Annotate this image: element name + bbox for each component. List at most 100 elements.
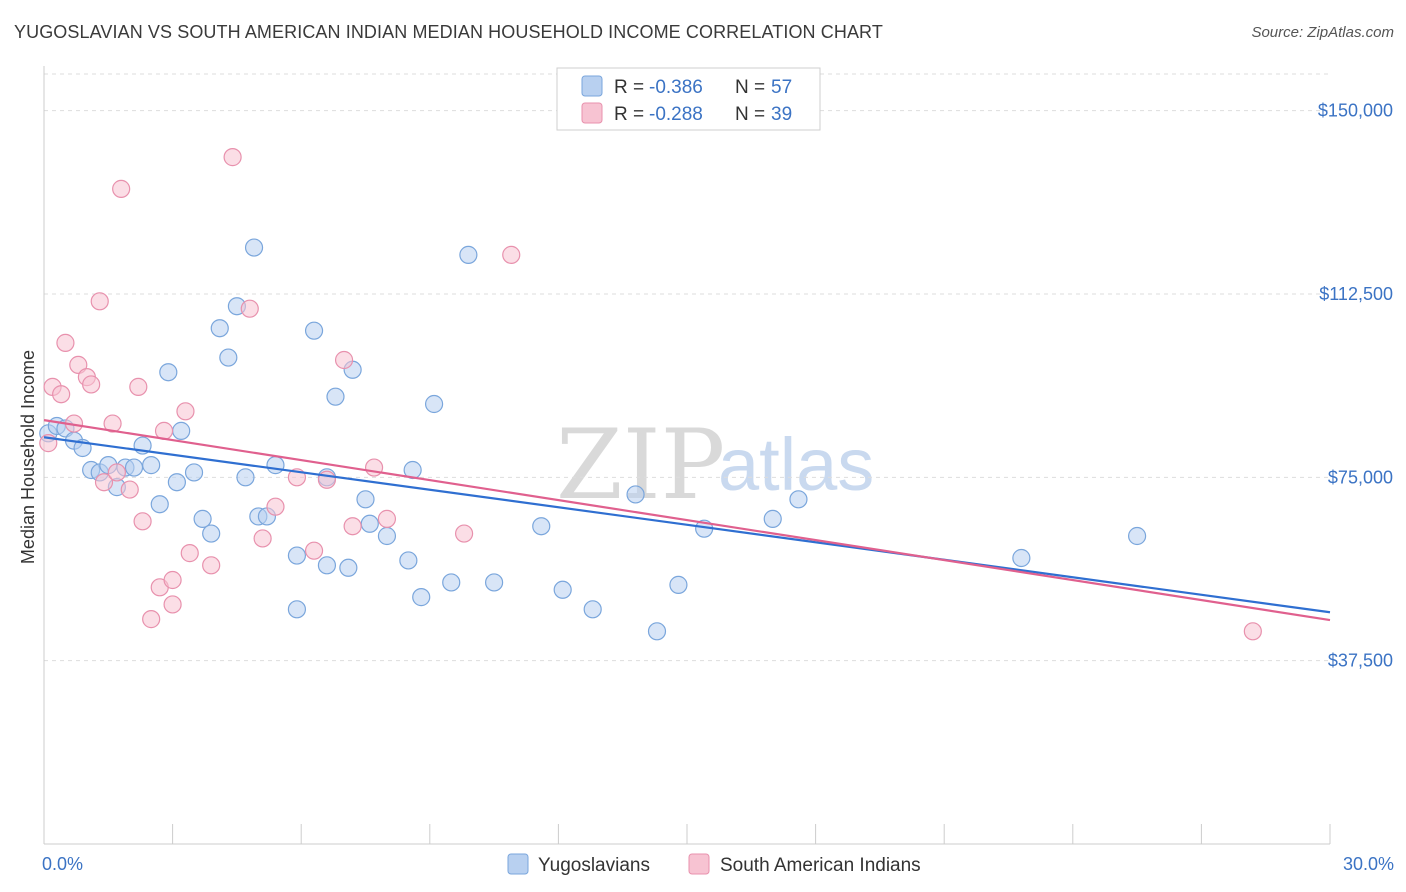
legend-label-yugoslavians: Yugoslavians [538, 855, 650, 876]
yugoslavian-point-49 [626, 485, 645, 504]
south-american-indian-point-32 [343, 517, 362, 536]
south-american-indian-point-34 [377, 509, 397, 528]
south-american-indian-point-22 [180, 544, 199, 563]
axes [43, 66, 1331, 845]
south-american-indian-point-11 [107, 463, 126, 482]
yugoslavian-point-13 [150, 495, 169, 514]
yugoslavian-point-47 [553, 580, 572, 599]
yugoslavian-point-46 [532, 517, 551, 536]
series-south-american-indians [39, 148, 1262, 641]
south-american-indian-point-14 [129, 377, 148, 396]
stats-legend-n-label-1: N = [735, 77, 765, 98]
yugoslavian-point-23 [236, 468, 255, 487]
yugoslavian-point-24 [244, 238, 264, 257]
south-american-indian-point-15 [133, 512, 152, 531]
stats-legend-r-value-2: -0.288 [649, 104, 703, 125]
legend-swatch-south-american-indians [688, 853, 710, 875]
yugoslavian-point-48 [583, 600, 602, 619]
south-american-indian-point-26 [253, 529, 272, 548]
yugoslavian-point-53 [763, 509, 782, 528]
yugoslavian-point-18 [193, 509, 212, 528]
stats-legend-swatch-blue [581, 75, 603, 97]
south-american-indian-point-20 [163, 595, 182, 614]
yugoslavian-point-16 [172, 421, 191, 440]
yugoslavian-point-28 [287, 546, 307, 565]
yugoslavian-point-14 [159, 363, 178, 382]
yugoslavian-point-39 [399, 551, 418, 570]
yugoslavian-point-55 [1012, 548, 1031, 568]
y-axis-label: Median Household Income [18, 350, 38, 564]
south-american-indian-point-3 [56, 333, 75, 352]
south-american-indian-trend-line [43, 419, 1331, 622]
watermark: ZIP atlas [556, 409, 874, 521]
yugoslavian-point-30 [304, 321, 324, 340]
stats-legend-r-label-1: R = [614, 77, 644, 98]
yugoslavian-point-17 [184, 463, 204, 482]
yugoslavian-point-38 [377, 526, 397, 546]
y-tick-label-0: $37,500 [1328, 651, 1393, 671]
south-american-indian-point-8 [90, 292, 109, 311]
south-american-indian-point-19 [163, 570, 182, 590]
yugoslavian-point-42 [424, 394, 444, 414]
yugoslavian-point-27 [266, 456, 285, 475]
yugoslavian-point-56 [1127, 526, 1147, 546]
south-american-indian-point-31 [334, 350, 354, 370]
legend-label-south-american-indians: South American Indians [720, 855, 921, 876]
south-american-indian-point-10 [103, 414, 122, 433]
chart-source: Source: ZipAtlas.com [1251, 24, 1394, 41]
stats-legend-swatch-pink [581, 102, 603, 124]
south-american-indian-point-35 [454, 524, 474, 543]
yugoslavian-point-37 [360, 514, 379, 533]
yugoslavian-point-41 [412, 588, 431, 607]
yugoslavian-point-32 [317, 556, 337, 575]
south-american-indian-point-27 [266, 497, 285, 516]
yugoslavian-point-54 [789, 490, 808, 509]
south-american-indian-point-16 [142, 610, 161, 629]
yugoslavian-point-29 [287, 600, 307, 619]
y-tick-labels: $37,500 $75,000 $112,500 $150,000 [1318, 101, 1393, 671]
south-american-indian-point-9 [94, 473, 114, 492]
stats-legend: R = -0.386 N = 57 R = -0.288 N = 39 [556, 67, 821, 131]
watermark-zip: ZIP [556, 409, 725, 521]
south-american-indian-point-7 [82, 375, 101, 394]
south-american-indian-point-24 [223, 148, 242, 167]
south-american-indian-point-36 [502, 245, 521, 264]
south-american-indian-point-23 [202, 556, 221, 575]
yugoslavian-point-34 [339, 558, 358, 577]
south-american-indian-point-13 [120, 480, 139, 499]
yugoslavian-point-15 [167, 473, 186, 492]
yugoslavian-point-12 [142, 456, 161, 475]
series-legend: Yugoslavians South American Indians [507, 853, 921, 876]
south-american-indian-point-21 [176, 402, 195, 421]
x-tick-label-0: 0.0% [42, 854, 83, 874]
yugoslavian-point-36 [356, 490, 375, 509]
yugoslavian-point-33 [326, 387, 345, 406]
yugoslavian-point-21 [219, 348, 238, 367]
stats-legend-n-label-2: N = [735, 104, 765, 125]
south-american-indian-point-29 [304, 541, 324, 560]
south-american-indian-point-37 [1243, 622, 1262, 641]
yugoslavian-point-44 [459, 245, 478, 264]
stats-legend-r-value-1: -0.386 [649, 77, 703, 98]
yugoslavian-point-20 [210, 319, 229, 338]
yugoslavian-point-45 [485, 573, 504, 592]
south-american-indian-point-25 [240, 299, 259, 318]
stats-legend-r-label-2: R = [614, 104, 644, 125]
south-american-indian-point-30 [317, 470, 337, 489]
yugoslavian-point-10 [124, 458, 144, 477]
legend-swatch-yugoslavians [507, 853, 529, 875]
south-american-indian-point-12 [112, 179, 131, 198]
stats-legend-n-value-2: 39 [771, 104, 792, 125]
yugoslavian-point-50 [647, 622, 667, 641]
south-american-indian-point-33 [364, 458, 384, 477]
yugoslavian-trend-line [43, 436, 1331, 614]
chart-title: YUGOSLAVIAN VS SOUTH AMERICAN INDIAN MED… [14, 22, 883, 42]
x-tick-labels: 0.0% 30.0% [42, 854, 1394, 874]
y-tick-label-3: $150,000 [1318, 101, 1393, 121]
y-tick-label-2: $112,500 [1319, 284, 1393, 304]
x-tick-label-1: 30.0% [1343, 854, 1394, 874]
yugoslavian-point-19 [202, 524, 221, 543]
stats-legend-n-value-1: 57 [771, 77, 792, 98]
south-american-indian-point-2 [52, 385, 71, 404]
